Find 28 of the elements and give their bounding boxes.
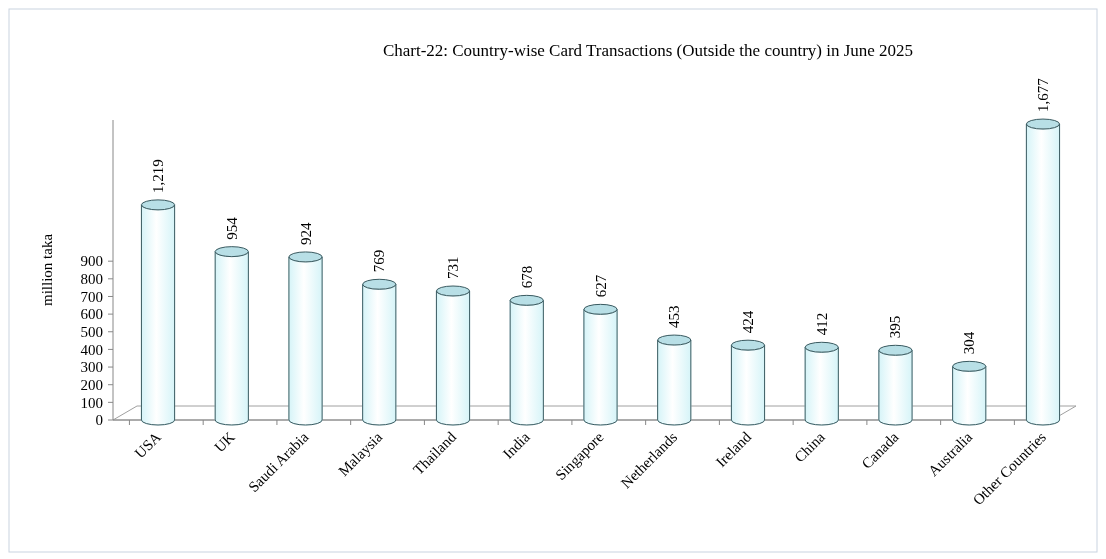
data-label: 395 <box>887 315 904 339</box>
y-tick-label: 500 <box>80 324 103 341</box>
data-label: 954 <box>223 216 240 240</box>
y-tick-label: 300 <box>80 359 103 376</box>
y-tick-label: 0 <box>95 412 103 429</box>
y-axis-title: million taka <box>39 233 55 307</box>
data-label: 924 <box>297 221 314 245</box>
data-label: 731 <box>445 256 462 279</box>
y-tick-label: 700 <box>80 288 103 305</box>
data-label: 424 <box>739 310 756 334</box>
y-tick-label: 400 <box>80 341 103 358</box>
x-tick-label: India <box>499 428 534 462</box>
x-tick-label: UK <box>211 428 239 456</box>
y-tick-label: 800 <box>80 271 103 288</box>
data-label: 453 <box>666 305 683 329</box>
y-tick-label: 600 <box>80 306 103 323</box>
y-tick-label: 100 <box>80 394 103 411</box>
x-tick-label: USA <box>131 428 165 462</box>
data-label: 1,219 <box>150 159 167 193</box>
data-label: 1,677 <box>1034 77 1051 113</box>
y-tick-label: 200 <box>80 376 103 393</box>
chart-title: Chart-22: Country-wise Card Transactions (Outside the country) in June 2025 <box>382 41 914 60</box>
data-label: 304 <box>961 331 978 355</box>
data-label: 412 <box>813 312 830 336</box>
data-label: 769 <box>371 249 388 273</box>
y-tick-label: 900 <box>80 253 103 270</box>
data-label: 678 <box>518 265 535 289</box>
data-label: 627 <box>592 274 609 298</box>
